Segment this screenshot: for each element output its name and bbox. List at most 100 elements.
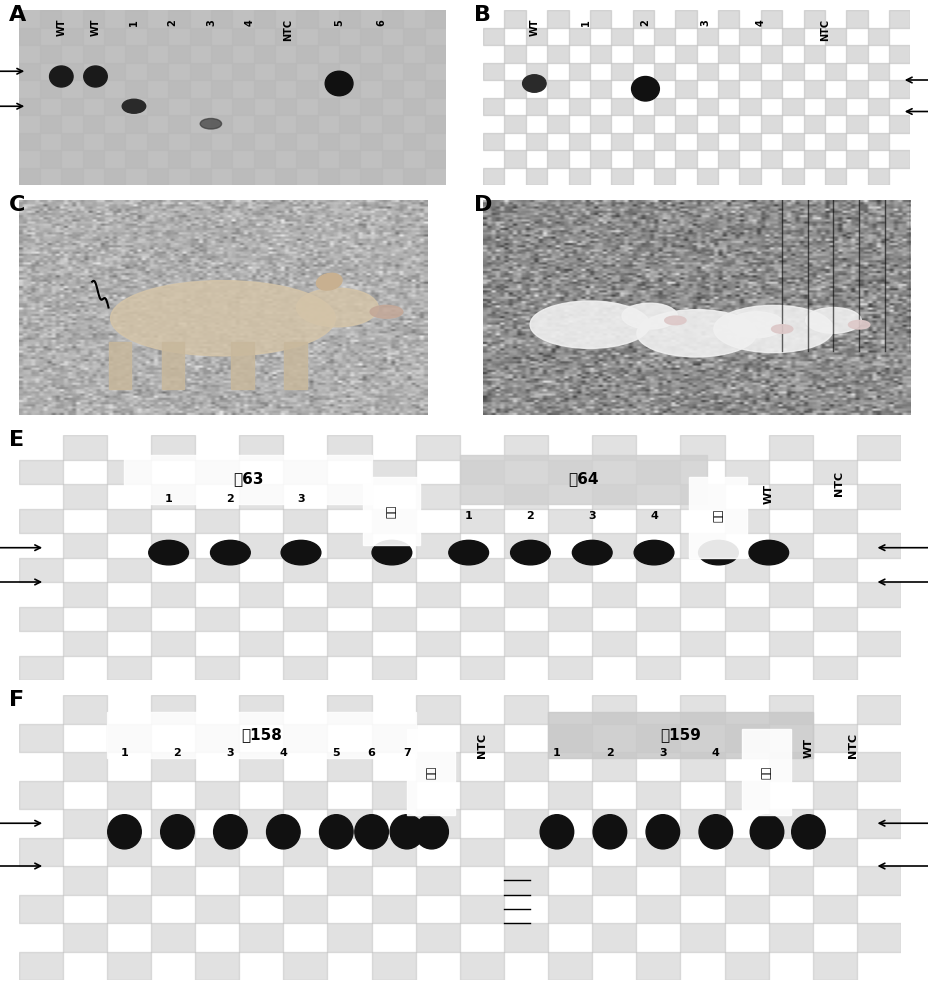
Ellipse shape bbox=[522, 75, 546, 92]
Bar bbox=[483, 167, 504, 185]
Bar bbox=[150, 809, 195, 838]
Bar bbox=[283, 952, 327, 980]
Bar bbox=[104, 167, 125, 185]
Bar bbox=[547, 10, 568, 27]
Bar bbox=[483, 27, 504, 45]
Bar bbox=[611, 132, 632, 150]
Bar bbox=[83, 45, 104, 62]
Bar bbox=[125, 45, 147, 62]
Bar bbox=[636, 606, 680, 631]
Ellipse shape bbox=[698, 815, 732, 849]
Bar bbox=[856, 752, 900, 780]
Bar bbox=[768, 533, 812, 558]
Bar bbox=[283, 894, 327, 923]
Text: 3: 3 bbox=[658, 748, 666, 758]
Bar bbox=[679, 866, 724, 894]
Bar bbox=[424, 115, 445, 132]
Bar bbox=[717, 150, 739, 167]
Bar bbox=[589, 45, 611, 62]
Bar bbox=[504, 10, 525, 27]
Bar bbox=[768, 435, 812, 460]
Bar bbox=[275, 98, 296, 115]
Bar bbox=[636, 952, 680, 980]
Bar bbox=[636, 894, 680, 923]
Bar bbox=[40, 80, 61, 98]
Bar bbox=[168, 10, 189, 27]
Text: 母猪: 母猪 bbox=[426, 765, 436, 779]
Bar bbox=[371, 894, 416, 923]
Bar bbox=[568, 98, 589, 115]
Bar bbox=[548, 952, 592, 980]
Bar bbox=[195, 724, 239, 752]
Bar bbox=[696, 98, 717, 115]
Text: E: E bbox=[9, 430, 24, 450]
Ellipse shape bbox=[530, 301, 649, 348]
Ellipse shape bbox=[510, 540, 549, 565]
Bar bbox=[296, 45, 317, 62]
Bar bbox=[503, 631, 548, 656]
Bar bbox=[845, 10, 867, 27]
Bar bbox=[548, 712, 812, 758]
Bar bbox=[679, 631, 724, 656]
Bar bbox=[150, 695, 195, 724]
Ellipse shape bbox=[415, 815, 448, 849]
Bar bbox=[739, 167, 760, 185]
Bar bbox=[239, 582, 283, 606]
Bar bbox=[739, 98, 760, 115]
Bar bbox=[283, 780, 327, 809]
Text: 4: 4 bbox=[711, 748, 719, 758]
Bar bbox=[104, 62, 125, 80]
Bar bbox=[211, 115, 232, 132]
Text: 窝64: 窝64 bbox=[568, 472, 598, 487]
Bar bbox=[371, 558, 416, 582]
Bar bbox=[61, 167, 83, 185]
Bar bbox=[19, 780, 63, 809]
Bar bbox=[40, 150, 61, 167]
Text: 1: 1 bbox=[164, 494, 173, 504]
Bar bbox=[547, 80, 568, 98]
Bar bbox=[768, 752, 812, 780]
Bar bbox=[239, 533, 283, 558]
Bar bbox=[415, 695, 459, 724]
Ellipse shape bbox=[645, 815, 679, 849]
Bar bbox=[327, 809, 371, 838]
Bar bbox=[781, 167, 803, 185]
Bar bbox=[459, 656, 503, 680]
Bar bbox=[168, 80, 189, 98]
Bar bbox=[61, 98, 83, 115]
Bar bbox=[824, 132, 845, 150]
Bar bbox=[150, 435, 195, 460]
Ellipse shape bbox=[325, 71, 353, 96]
Bar bbox=[768, 695, 812, 724]
Bar bbox=[296, 115, 317, 132]
Bar bbox=[19, 894, 63, 923]
Bar bbox=[19, 724, 63, 752]
Bar bbox=[547, 45, 568, 62]
Bar bbox=[724, 558, 768, 582]
Bar bbox=[253, 80, 275, 98]
Bar bbox=[768, 582, 812, 606]
Bar bbox=[856, 582, 900, 606]
Bar bbox=[415, 752, 459, 780]
Bar bbox=[675, 115, 696, 132]
Bar bbox=[195, 558, 239, 582]
Ellipse shape bbox=[770, 325, 792, 333]
Text: NTC: NTC bbox=[819, 19, 829, 41]
Bar bbox=[360, 62, 381, 80]
Text: 1: 1 bbox=[580, 19, 590, 25]
Text: 3: 3 bbox=[700, 19, 710, 25]
Bar bbox=[19, 27, 40, 45]
Bar bbox=[360, 132, 381, 150]
Bar bbox=[548, 724, 592, 752]
Bar bbox=[568, 132, 589, 150]
Bar bbox=[696, 27, 717, 45]
Bar bbox=[503, 866, 548, 894]
Bar bbox=[424, 80, 445, 98]
Bar bbox=[19, 606, 63, 631]
Bar bbox=[19, 98, 40, 115]
Bar bbox=[195, 894, 239, 923]
Bar bbox=[845, 45, 867, 62]
Bar bbox=[195, 838, 239, 866]
Bar bbox=[888, 45, 909, 62]
Bar bbox=[371, 724, 416, 752]
